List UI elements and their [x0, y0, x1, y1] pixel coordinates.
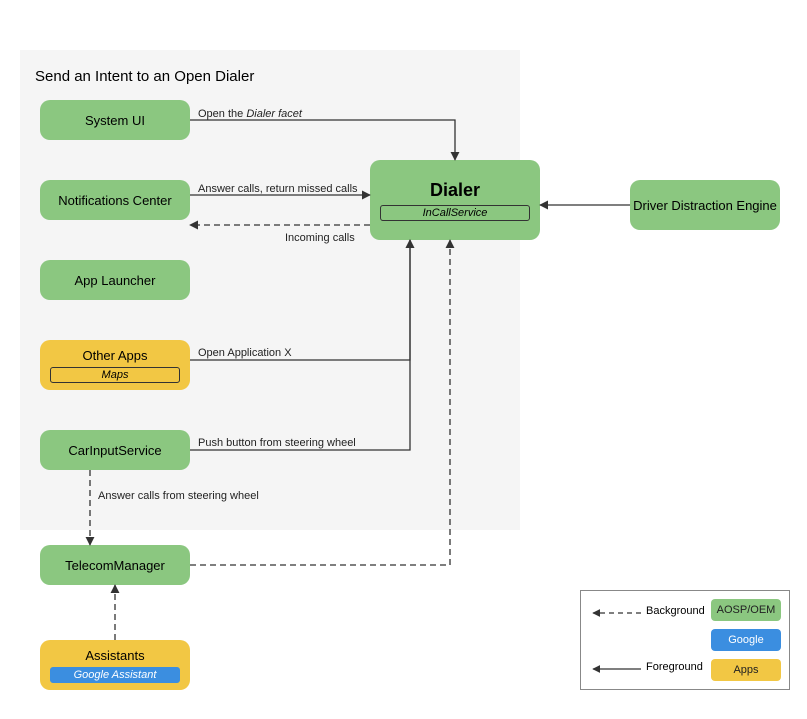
node-label: System UI: [85, 113, 145, 128]
node-car-input-service: CarInputService: [40, 430, 190, 470]
edge-label-e1: Open the Dialer facet: [198, 108, 302, 120]
edge-label-e4: Open Application X: [198, 347, 292, 359]
edge-label-e5: Push button from steering wheel: [198, 437, 356, 449]
node-other-apps: Other Apps Maps: [40, 340, 190, 390]
edge-label-e2: Answer calls, return missed calls: [198, 183, 358, 195]
node-system-ui: System UI: [40, 100, 190, 140]
node-sublabel: InCallService: [380, 205, 530, 221]
legend-swatch-google: Google: [711, 629, 781, 651]
node-label: Dialer: [430, 180, 480, 201]
legend-swatch-apps: Apps: [711, 659, 781, 681]
node-label: Other Apps: [82, 348, 147, 363]
node-label: App Launcher: [75, 273, 156, 288]
legend-background-label: Background: [646, 605, 705, 617]
node-assistants: Assistants Google Assistant: [40, 640, 190, 690]
node-sublabel: Google Assistant: [50, 667, 180, 683]
node-label: CarInputService: [68, 443, 161, 458]
edge-label-e6: Answer calls from steering wheel: [98, 490, 259, 502]
edge-label-e3: Incoming calls: [285, 232, 355, 244]
node-driver-distraction-engine: Driver Distraction Engine: [630, 180, 780, 230]
node-label: TelecomManager: [65, 558, 165, 573]
container-title: Send an Intent to an Open Dialer: [35, 68, 254, 85]
legend-swatch-aosp-oem: AOSP/OEM: [711, 599, 781, 621]
node-sublabel: Maps: [50, 367, 180, 383]
node-telecom-manager: TelecomManager: [40, 545, 190, 585]
node-label: Assistants: [85, 648, 144, 663]
legend-box: Background Foreground AOSP/OEM Google Apps: [580, 590, 790, 690]
node-label: Driver Distraction Engine: [633, 198, 777, 213]
node-notifications-center: Notifications Center: [40, 180, 190, 220]
legend-foreground-label: Foreground: [646, 661, 703, 673]
node-app-launcher: App Launcher: [40, 260, 190, 300]
node-dialer: Dialer InCallService: [370, 160, 540, 240]
node-label: Notifications Center: [58, 193, 171, 208]
